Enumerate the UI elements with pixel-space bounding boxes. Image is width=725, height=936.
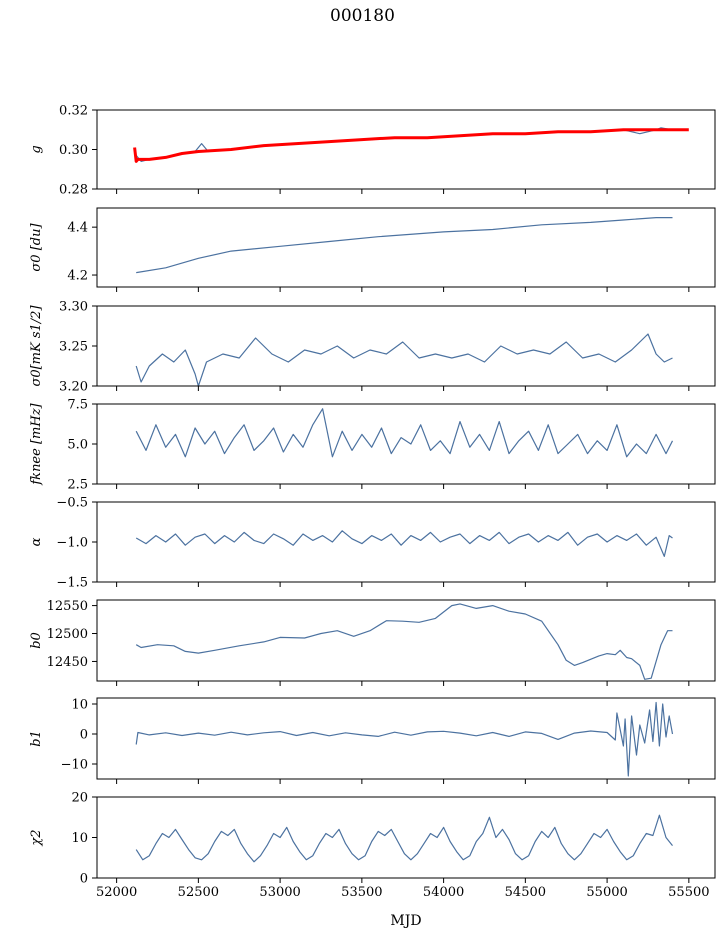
y-tick-label: −0.5 [56, 496, 88, 511]
panel-1: 0.28 0.30 0.32 g [29, 104, 716, 198]
axes-frame [96, 697, 716, 780]
y-axis-label: σ0[mK s1/2] [29, 305, 44, 387]
series-line-1 [136, 217, 673, 274]
figure-title: 000180 [330, 6, 395, 26]
panel-2: 4.2 4.4 σ0 [du] [29, 207, 716, 292]
y-tick-label: 4.2 [67, 269, 88, 284]
y-axis-label: α [29, 537, 44, 546]
y-tick-label: 10 [71, 831, 88, 846]
y-tick-label: 20 [71, 791, 88, 806]
y-axis-label: g [29, 145, 44, 153]
y-tick-label: −1.0 [56, 536, 88, 551]
y-tick-label: 12550 [47, 599, 88, 614]
y-axis-label: fknee [mHz] [29, 402, 44, 485]
series-line-2 [133, 128, 689, 163]
axes-frame [96, 207, 716, 288]
series-line-1 [135, 333, 673, 386]
panel-4: 2.5 5.0 7.5 fknee [mHz] [29, 398, 716, 493]
series-line-1 [135, 603, 673, 680]
x-tick-label: 55000 [586, 885, 627, 900]
y-tick-label: 0 [80, 872, 88, 887]
y-tick-label: 10 [71, 698, 88, 713]
y-tick-label: 0 [80, 728, 88, 743]
y-axis-label: χ2 [29, 829, 44, 846]
x-tick-label: 53500 [341, 885, 382, 900]
series-line-1 [135, 530, 673, 558]
y-tick-label: 12500 [47, 627, 88, 642]
y-tick-label: 7.5 [67, 398, 88, 413]
series-line-1 [135, 408, 674, 458]
y-tick-label: 5.0 [67, 438, 88, 453]
axes-frame [96, 109, 716, 190]
panel-8: 52000 52500 53000 53500 54000 54500 55000 55500… [29, 791, 716, 900]
y-tick-label: 3.30 [59, 300, 88, 315]
panel-3: 3.20 3.25 3.30 σ0[mK s1/2] [29, 300, 716, 395]
y-axis-label: σ0 [du] [29, 223, 44, 272]
panel-6: 12450 12500 12550 b0 [29, 599, 716, 686]
y-axis-label: b1 [29, 730, 44, 747]
y-tick-label: 3.25 [59, 340, 88, 355]
y-tick-label: 4.4 [67, 221, 88, 236]
x-tick-label: 54000 [423, 885, 464, 900]
x-tick-label: 54500 [505, 885, 546, 900]
series-line-1 [135, 701, 674, 777]
series-line-1 [135, 814, 673, 863]
y-tick-label: 0.28 [59, 183, 88, 198]
x-tick-label: 53000 [259, 885, 300, 900]
x-tick-label: 52500 [178, 885, 219, 900]
y-tick-label: 12450 [47, 655, 88, 670]
panel-7: −10 0 10 b1 [29, 697, 716, 784]
x-axis-label: MJD [390, 913, 421, 929]
axes-frame [96, 599, 716, 682]
x-tick-label: 55500 [668, 885, 709, 900]
y-axis-label: b0 [29, 632, 44, 649]
x-tick-label: 52000 [96, 885, 137, 900]
y-tick-label: −1.5 [56, 576, 88, 591]
y-tick-label: 0.32 [59, 104, 88, 119]
y-tick-label: 3.20 [59, 380, 88, 395]
y-tick-label: −10 [61, 758, 88, 773]
y-tick-label: 2.5 [67, 478, 88, 493]
axes-frame [96, 796, 716, 879]
y-tick-label: 0.30 [59, 143, 88, 158]
panel-5: −1.5 −1.0 −0.5 α [29, 496, 716, 591]
